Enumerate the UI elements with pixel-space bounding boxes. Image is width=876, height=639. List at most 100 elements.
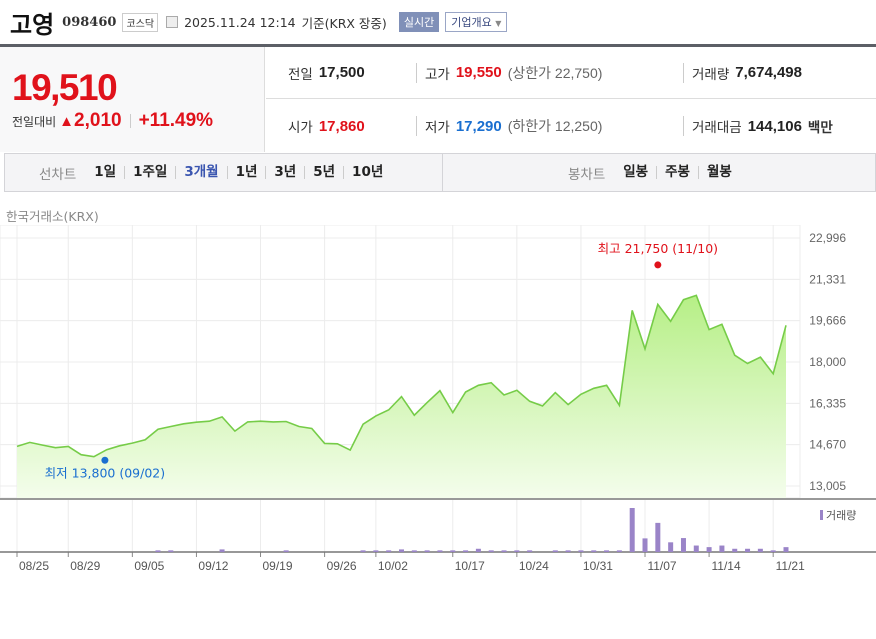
volume-bar (668, 542, 674, 552)
price-chart: 22,996 21,331 19,666 18,000 16,335 14,670 13,0… (0, 225, 876, 573)
x-tick-label: 09/05 (134, 559, 164, 573)
volume-bar (655, 522, 661, 552)
volume-bar (411, 550, 417, 552)
tab-일봉[interactable]: 일봉 (623, 164, 649, 180)
current-price: 19,510 (12, 67, 118, 108)
x-tick-label: 11/07 (647, 559, 676, 573)
volume-bar (783, 547, 789, 552)
volume-bar (463, 550, 469, 552)
low-marker (101, 456, 109, 464)
volume-bar (591, 550, 597, 552)
y-tick-label: 19,666 (809, 314, 846, 328)
line-chart-label: 선차트 (39, 166, 77, 183)
x-tick-label: 11/14 (712, 559, 741, 573)
high-label: 고가 (425, 66, 450, 83)
price-line (16, 294, 787, 458)
volume-bar (680, 538, 686, 552)
tab-3개월[interactable]: 3개월 (175, 165, 226, 179)
tab-1주일[interactable]: 1주일 (124, 165, 175, 179)
low-label: 최저 13,800 (09/02) (45, 465, 165, 480)
realtime-button[interactable]: 실시간 (398, 12, 440, 32)
volume-value: 7,674,498 (735, 64, 802, 81)
x-tick-label: 10/17 (455, 559, 485, 573)
tab-5년[interactable]: 5년 (304, 165, 343, 179)
volume-bar (719, 545, 725, 552)
y-tick-label: 14,670 (809, 438, 846, 452)
market-badge: 코스닥 (122, 12, 159, 32)
lower-limit: (하한가 12,250) (507, 118, 603, 134)
volume-bar (732, 548, 738, 552)
volume-bar (360, 550, 366, 552)
volume-bar (693, 545, 699, 552)
high-label: 최고 21,750 (11/10) (598, 241, 718, 256)
open-label: 시가 (288, 120, 313, 136)
volume-bar (578, 550, 584, 552)
tab-주봉[interactable]: 주봉 (656, 165, 698, 179)
triangle-up-icon: ▲ (59, 112, 75, 130)
change-value: 2,010 (74, 110, 122, 131)
volume-bar (424, 550, 430, 552)
volume-legend: 거래량 (826, 509, 856, 522)
volume-bar (219, 549, 225, 552)
y-tick-label: 21,331 (809, 272, 846, 286)
x-tick-label: 09/26 (327, 559, 357, 573)
volume-bar (514, 550, 520, 552)
volume-bar (565, 550, 571, 552)
divider (0, 44, 876, 47)
company-info-dropdown[interactable]: 기업개요 ▼ (445, 12, 508, 32)
high-value: 19,550 (455, 64, 502, 81)
volume-bar (437, 550, 443, 552)
x-tick-label: 09/12 (198, 559, 228, 573)
y-tick-label: 22,996 (809, 231, 846, 245)
volume-bar (386, 550, 392, 552)
volume-bar (399, 549, 404, 552)
volume-bar (629, 508, 635, 552)
volume-bar (155, 550, 161, 552)
volume-bar (373, 550, 379, 552)
volume-bar (616, 550, 622, 552)
amount-label: 거래대금 (692, 120, 742, 136)
volume-bar (604, 550, 610, 552)
tab-월봉[interactable]: 월봉 (697, 165, 740, 179)
y-tick-label: 18,000 (809, 355, 846, 369)
change-rate: +11.49% (138, 110, 214, 131)
volume-bar (168, 550, 174, 552)
amount-unit: 백만 (807, 120, 833, 136)
volume-legend-swatch (820, 510, 823, 520)
chevron-down-icon: ▼ (495, 19, 502, 28)
candle-chart-label: 봉차트 (568, 166, 606, 183)
volume-label: 거래량 (692, 66, 730, 83)
x-tick-label: 08/29 (70, 559, 100, 573)
y-tick-label: 13,005 (809, 479, 846, 493)
volume-bar (757, 548, 763, 552)
volume-bar (745, 548, 751, 552)
volume-bar (527, 550, 533, 552)
volume-bar (501, 550, 507, 552)
x-tick-label: 10/31 (583, 559, 613, 573)
timestamp: 2025.11.24 12:14 (184, 14, 296, 30)
tab-1일[interactable]: 1일 (94, 164, 117, 180)
volume-bar (552, 550, 558, 552)
timestamp-basis: 기준(KRX 장중) (301, 15, 387, 31)
stock-code: 098460 (62, 14, 117, 30)
x-tick-label: 10/02 (378, 559, 408, 573)
data-source: 한국거래소(KRX) (6, 209, 99, 224)
volume-bar (642, 538, 648, 552)
y-tick-label: 16,335 (809, 396, 846, 410)
volume-bar (706, 547, 712, 552)
divider (442, 154, 443, 191)
tab-1년[interactable]: 1년 (226, 165, 266, 179)
current-price-box: 19,510 전일대비 ▲ 2,010 +11.49% (0, 47, 265, 152)
x-tick-label: 08/25 (19, 559, 49, 573)
open-value: 17,860 (318, 117, 365, 135)
tab-10년[interactable]: 10년 (343, 165, 391, 179)
tab-3년[interactable]: 3년 (265, 165, 304, 179)
chart-period-tabs: 선차트 1일 1주일 3개월 1년 3년 5년 10년 봉차트 일봉 주봉 월봉 (4, 153, 876, 192)
low-label: 저가 (425, 120, 450, 136)
amount-value: 144,106 (747, 117, 802, 135)
quote-details: 전일 17,500 고가 19,550 (상한가 22,750) 거래량 7,674,4… (266, 47, 876, 152)
high-marker (654, 261, 662, 269)
stock-header: 고영 098460 코스닥 2025.11.24 12:14 기준(KRX 장중… (0, 0, 876, 44)
company-info-label: 기업개요 (451, 16, 492, 29)
volume-bar (488, 550, 494, 552)
